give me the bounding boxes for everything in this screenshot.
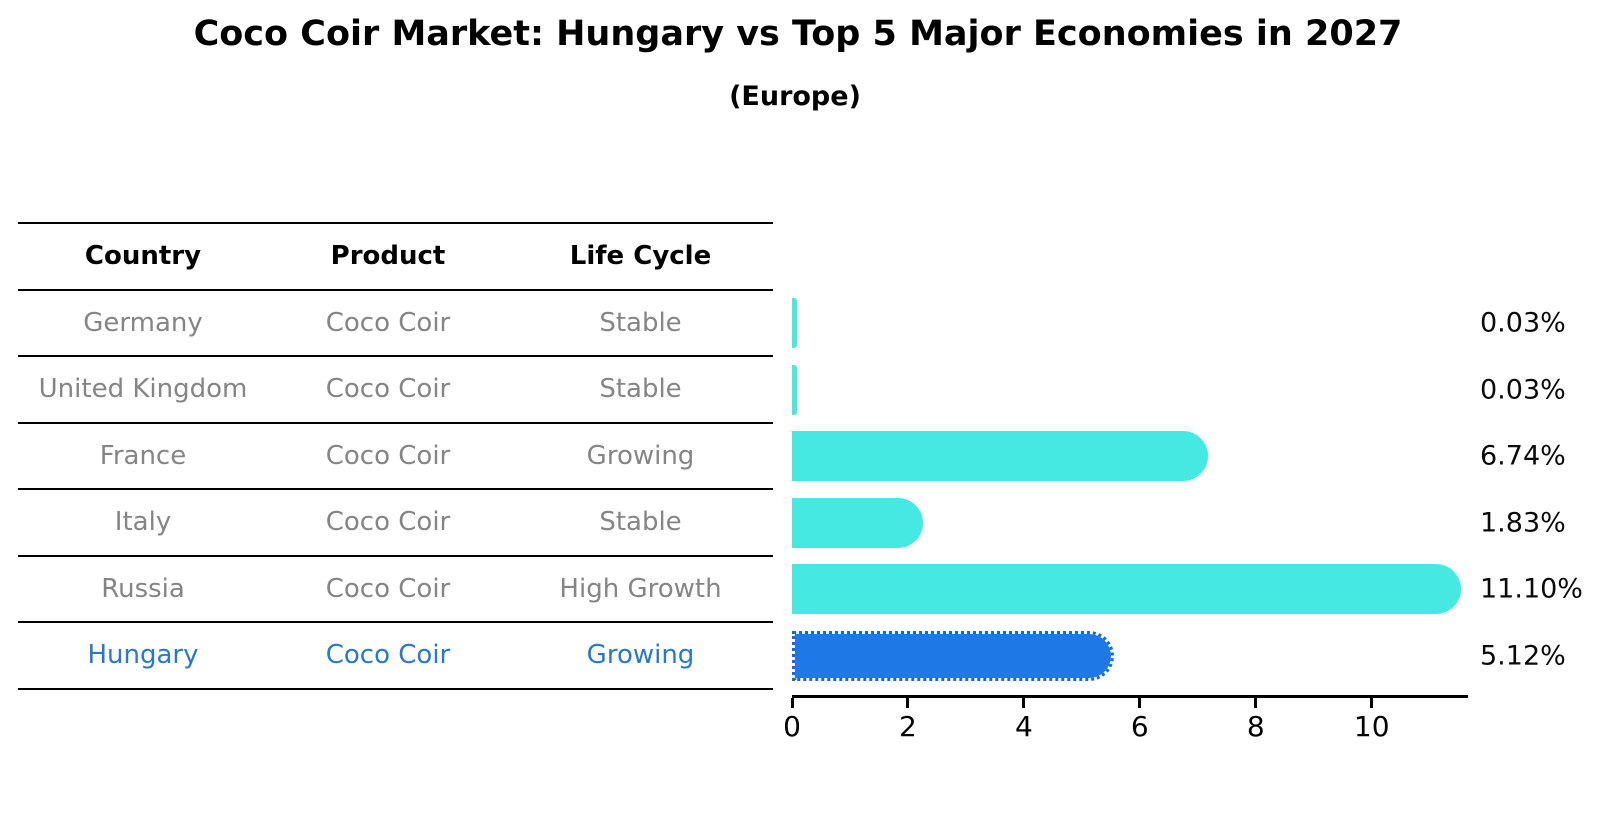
chart-subtitle: (Europe): [729, 81, 861, 112]
table-row: Germany Coco Coir Stable: [18, 291, 773, 357]
country-table: Country Product Life Cycle Germany Coco Coi…: [18, 222, 773, 690]
value-label-france: 6.74%: [1480, 440, 1566, 472]
x-tick-label: 0: [783, 710, 801, 743]
table-row: United Kingdom Coco Coir Stable: [18, 357, 773, 424]
table-row: Hungary Coco Coir Growing: [18, 623, 773, 690]
column-header-country: Country: [84, 241, 202, 272]
bar-italy: [792, 497, 924, 548]
x-tick-mark: [1370, 698, 1374, 708]
table-row: Russia Coco Coir High Growth: [18, 557, 773, 623]
value-label-italy: 1.83%: [1480, 507, 1566, 539]
x-tick-label: 8: [1246, 710, 1265, 743]
table-cell-product: Coco Coir: [325, 374, 451, 405]
value-label-united-kingdom: 0.03%: [1480, 374, 1566, 406]
table-cell-life_cycle: Growing: [586, 440, 695, 471]
table-cell-country: Russia: [101, 573, 185, 604]
table-cell-life_cycle: High Growth: [559, 573, 722, 604]
value-label-hungary: 5.12%: [1480, 640, 1566, 672]
x-axis-line: [792, 695, 1468, 698]
bar-united-kingdom: [792, 364, 797, 415]
table-cell-life_cycle: Stable: [599, 374, 682, 405]
bar-hungary: [792, 630, 1114, 681]
x-tick-mark: [1022, 698, 1026, 708]
value-label-russia: 11.10%: [1480, 573, 1583, 605]
table-cell-country: Germany: [83, 307, 203, 338]
x-tick-label: 10: [1353, 710, 1390, 743]
x-tick-mark: [1138, 698, 1142, 708]
table-row: Italy Coco Coir Stable: [18, 490, 773, 557]
x-tick-mark: [906, 698, 910, 708]
table-cell-product: Coco Coir: [325, 307, 451, 338]
bar-germany: [792, 298, 797, 348]
table-cell-country: Hungary: [87, 640, 199, 671]
table-cell-product: Coco Coir: [325, 573, 451, 604]
table-rows: Germany Coco Coir Stable United Kingdom Coco…: [18, 291, 773, 690]
table-cell-country: United Kingdom: [38, 374, 248, 405]
bar-france: [792, 431, 1208, 481]
x-tick-label: 2: [899, 710, 917, 743]
table-cell-country: France: [99, 440, 187, 471]
table-row: France Coco Coir Growing: [18, 424, 773, 490]
column-header-life-cycle: Life Cycle: [569, 241, 712, 272]
x-tick-label: 4: [1014, 710, 1033, 743]
value-label-germany: 0.03%: [1480, 307, 1566, 339]
x-tick-mark: [1254, 698, 1258, 708]
bar-plot-area: [792, 290, 1492, 689]
x-tick-label: 6: [1130, 710, 1149, 743]
table-cell-life_cycle: Stable: [599, 507, 682, 538]
table-header-row: Country Product Life Cycle: [18, 224, 773, 291]
table-cell-country: Italy: [114, 507, 172, 538]
bar-russia: [792, 564, 1461, 614]
chart-title: Coco Coir Market: Hungary vs Top 5 Major…: [193, 14, 1403, 54]
table-cell-product: Coco Coir: [325, 440, 451, 471]
table-cell-life_cycle: Growing: [586, 640, 695, 671]
table-cell-product: Coco Coir: [325, 507, 451, 538]
table-cell-life_cycle: Stable: [599, 307, 682, 338]
table-cell-product: Coco Coir: [325, 640, 451, 671]
x-tick-mark: [790, 698, 794, 708]
column-header-product: Product: [330, 241, 446, 272]
